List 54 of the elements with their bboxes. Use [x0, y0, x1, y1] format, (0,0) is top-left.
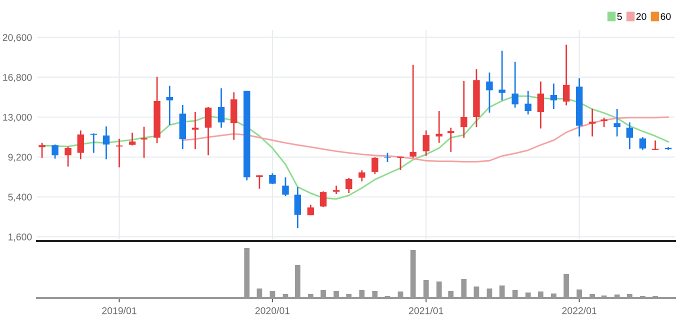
candlestick — [294, 186, 302, 229]
candlestick — [358, 170, 366, 182]
x-tick-label: 2020/01 — [255, 307, 290, 314]
y-tick-label: 13,000 — [3, 114, 32, 122]
y-tick-label: 20,600 — [2, 34, 32, 42]
y-tick-label: 1,600 — [8, 234, 32, 242]
candlestick — [422, 130, 430, 157]
candlestick — [614, 108, 620, 138]
y-tick-label: 5,400 — [8, 194, 32, 202]
candlestick — [397, 156, 404, 171]
candlestick — [320, 190, 327, 208]
candlestick — [537, 80, 544, 130]
candlestick — [64, 146, 72, 168]
x-tick-label: 2022/01 — [562, 307, 596, 314]
legend-label: 60 — [660, 13, 671, 20]
candlestick — [600, 117, 608, 128]
candlestick — [498, 50, 506, 102]
candlestick — [524, 90, 532, 116]
x-tick-label: 2021/01 — [409, 307, 444, 314]
candlestick — [282, 176, 289, 197]
candlestick — [218, 88, 225, 128]
candlestick — [652, 140, 659, 151]
candlestick — [269, 172, 276, 185]
candlestick — [512, 61, 518, 108]
legend-label: 5 — [617, 13, 622, 20]
candlestick — [52, 144, 58, 160]
candlestick — [204, 106, 212, 156]
candlestick — [448, 127, 454, 153]
candlestick — [38, 142, 46, 159]
candlestick — [116, 138, 123, 168]
candlestick — [562, 44, 570, 106]
y-tick-label: 16,800 — [3, 74, 32, 82]
y-tick-label: 9,200 — [8, 154, 32, 162]
candlestick — [639, 136, 646, 151]
candlestick — [102, 126, 110, 160]
candlestick — [550, 82, 558, 110]
candlestick — [166, 85, 173, 126]
x-tick-label: 2019/01 — [102, 307, 136, 314]
candlestick — [128, 132, 136, 146]
candlestick — [588, 108, 596, 138]
candlestick — [436, 110, 442, 144]
legend-label: 20 — [636, 13, 646, 20]
candlestick — [230, 92, 238, 140]
candlestick — [410, 64, 416, 159]
candlestick — [90, 132, 98, 154]
candlestick — [486, 72, 493, 114]
candlestick — [626, 122, 634, 150]
candlestick — [346, 177, 352, 194]
candlestick — [256, 174, 263, 190]
candlestick — [460, 80, 468, 139]
candlestick — [140, 126, 148, 159]
candlestick — [372, 156, 378, 175]
candlestick — [192, 111, 199, 150]
candlestick — [77, 130, 84, 160]
